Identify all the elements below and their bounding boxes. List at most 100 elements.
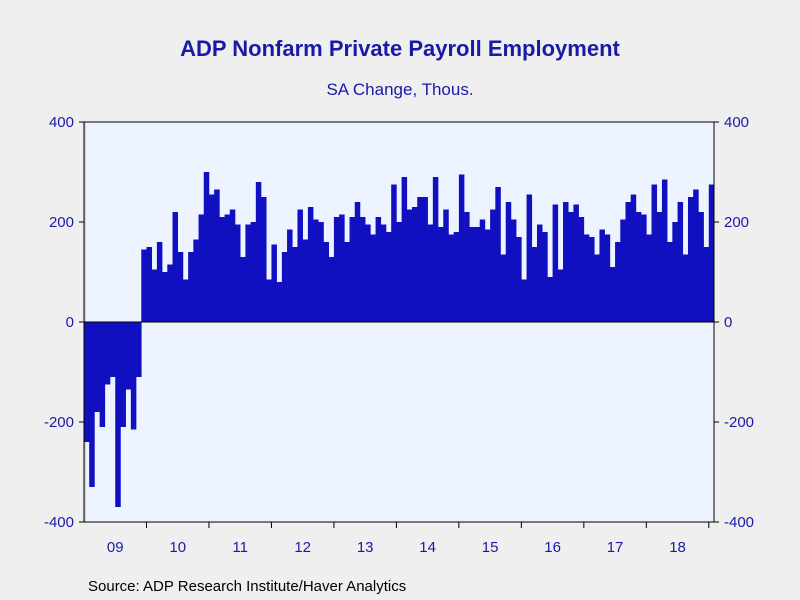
bar [568, 212, 574, 322]
bar [635, 212, 642, 322]
bar [162, 272, 168, 322]
y-tick-label-left: 400 [49, 114, 74, 131]
bar [261, 197, 267, 322]
bar [521, 279, 527, 322]
bar [182, 279, 189, 322]
bar [682, 254, 689, 322]
bar [500, 254, 507, 322]
bar [708, 184, 715, 322]
bar [417, 197, 423, 322]
y-tick-label-right: -400 [724, 514, 754, 531]
x-tick-label: 12 [294, 539, 311, 556]
bar [94, 322, 100, 412]
bar [687, 197, 694, 322]
bar [323, 242, 330, 322]
bar [531, 247, 538, 322]
bar [630, 194, 637, 322]
bar [573, 204, 579, 322]
bar [359, 217, 366, 322]
bar [130, 322, 137, 430]
x-tick-label: 14 [419, 539, 436, 556]
bar [219, 217, 225, 322]
bar [234, 224, 241, 322]
bar [224, 214, 231, 322]
bar [380, 224, 387, 322]
bar [526, 194, 533, 322]
x-tick-label: 16 [544, 539, 561, 556]
bar [104, 322, 111, 385]
bar [193, 239, 199, 322]
bar [620, 219, 626, 322]
bar [84, 322, 90, 442]
bar [536, 224, 543, 322]
bar [354, 202, 361, 322]
bar [401, 177, 408, 322]
chart-title: ADP Nonfarm Private Payroll Employment [180, 36, 620, 61]
y-tick-label-left: -400 [44, 514, 74, 531]
bar [563, 202, 569, 322]
bar [333, 217, 340, 322]
bar [167, 264, 173, 322]
bar [693, 189, 699, 322]
bar [412, 207, 418, 322]
bar [203, 172, 210, 322]
bar [110, 322, 116, 377]
bar [99, 322, 106, 427]
bar [198, 214, 205, 322]
x-tick-label: 10 [169, 539, 186, 556]
bar [458, 174, 465, 322]
bar [672, 222, 678, 322]
bar [469, 227, 475, 322]
y-tick-label-right: 200 [724, 214, 749, 231]
y-tick-label-left: -200 [44, 414, 74, 431]
x-tick-label: 17 [607, 539, 624, 556]
x-tick-label: 11 [232, 539, 248, 556]
x-tick-label: 13 [357, 539, 374, 556]
bar [339, 214, 345, 322]
bar [443, 209, 449, 322]
bar [656, 212, 663, 322]
bar [125, 322, 132, 390]
bar [271, 244, 277, 322]
bar [599, 229, 605, 322]
bar [281, 252, 288, 322]
bar [302, 239, 309, 322]
bar [156, 242, 163, 322]
bar [297, 209, 303, 322]
bar [479, 219, 486, 322]
bar [313, 219, 319, 322]
bar [547, 277, 553, 322]
bar [552, 204, 559, 322]
bar [625, 202, 631, 322]
bar [698, 212, 704, 322]
source-note: Source: ADP Research Institute/Haver Ana… [88, 578, 407, 595]
bar [115, 322, 121, 507]
bar [505, 202, 512, 322]
bar [667, 242, 673, 322]
y-tick-label-left: 0 [66, 314, 74, 331]
bar [344, 242, 350, 322]
bar [406, 209, 413, 322]
bar [177, 252, 184, 322]
x-tick-label: 09 [107, 539, 124, 556]
x-tick-label: 15 [482, 539, 499, 556]
bar [276, 282, 283, 322]
bar [474, 227, 481, 322]
bar [266, 279, 272, 322]
bar [464, 212, 470, 322]
bar [438, 227, 444, 322]
bar [432, 177, 439, 322]
bar [594, 254, 600, 322]
bar [151, 269, 158, 322]
bar [703, 247, 710, 322]
bar [229, 209, 236, 322]
bar [307, 207, 314, 322]
bar [510, 219, 517, 322]
bar [516, 237, 522, 322]
bar [448, 234, 454, 322]
bar [422, 197, 428, 322]
bar [328, 257, 335, 322]
chart-subtitle: SA Change, Thous. [326, 80, 474, 99]
bar [661, 179, 668, 322]
